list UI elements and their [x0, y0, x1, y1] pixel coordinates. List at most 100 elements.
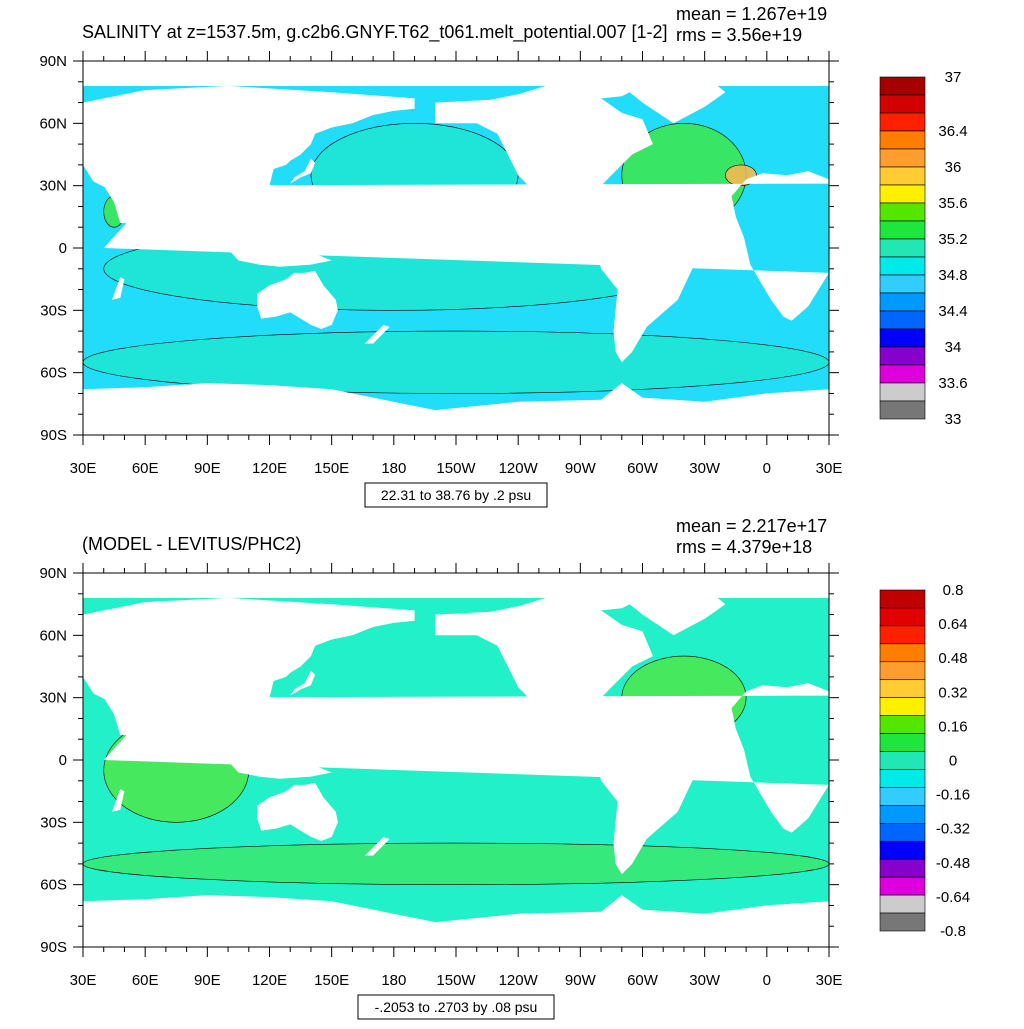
colorbar-label: -0.64	[936, 889, 970, 906]
colorbar-box	[879, 787, 926, 806]
colorbar-box	[879, 130, 926, 150]
land-greenland	[621, 587, 726, 636]
colorbar-label: -0.32	[936, 821, 970, 838]
x-tick-label: 180	[381, 972, 406, 989]
x-tick-label: 150W	[436, 972, 476, 989]
y-tick-label: 30S	[40, 302, 67, 319]
y-tick-label: 60S	[40, 877, 67, 894]
colorbar-label: 37	[945, 69, 962, 86]
colorbar-box	[879, 840, 926, 860]
colorbar-box	[879, 202, 926, 222]
land-new-zealand	[364, 324, 390, 344]
colorbar-box	[879, 76, 926, 96]
land-antarctica	[83, 383, 829, 435]
colorbar-label: -0.48	[936, 855, 970, 872]
land-eurasia	[83, 85, 415, 244]
x-tick-label: 30E	[70, 460, 97, 477]
y-tick-label: 90S	[40, 939, 67, 956]
colorbar-label: 36.4	[938, 123, 967, 140]
colorbar-box	[879, 400, 926, 420]
colorbar-box	[879, 876, 926, 896]
x-tick-label: 60W	[627, 972, 659, 989]
colorbar-box	[879, 733, 926, 752]
y-tick-label: 30N	[39, 690, 67, 707]
colorbar-box	[879, 643, 926, 663]
salinity-panel: SALINITY at z=1537.5m, g.c2b6.GNYF.T62_t…	[0, 0, 1024, 512]
colorbar-label: -0.16	[936, 787, 970, 804]
colorbar-box	[879, 625, 926, 645]
land-americas	[435, 98, 695, 363]
y-tick-label: 90N	[39, 53, 67, 70]
colorbar-label: 35.6	[938, 195, 967, 212]
colorbar-label: 33	[945, 411, 962, 428]
y-tick-label: 90N	[39, 565, 67, 582]
colorbar-label: 0	[949, 753, 957, 770]
colorbar-box	[879, 310, 926, 330]
y-tick-label: 0	[59, 240, 67, 257]
colorbar-box	[879, 805, 926, 824]
y-tick-label: 60S	[40, 365, 67, 382]
chart-title: (MODEL - LEVITUS/PHC2)	[82, 534, 301, 554]
x-tick-label: 180	[381, 460, 406, 477]
mean-label: mean = 2.217e+17	[676, 516, 827, 536]
colorbar-label: 33.6	[938, 375, 967, 392]
colorbar-box	[879, 823, 926, 842]
colorbar-box	[879, 912, 926, 932]
land-arctic-islands	[476, 77, 643, 103]
land-americas	[435, 610, 695, 875]
x-tick-label: 60E	[132, 972, 159, 989]
x-tick-label: 0	[763, 460, 771, 477]
x-tick-label: 150E	[314, 972, 349, 989]
colorbar-box	[879, 697, 926, 716]
x-tick-label: 90W	[565, 972, 597, 989]
colorbar-label: 0.64	[938, 616, 967, 633]
colorbar-label: -0.8	[940, 923, 966, 940]
chart-title: SALINITY at z=1537.5m, g.c2b6.GNYF.T62_t…	[82, 22, 668, 43]
colorbar-box	[879, 607, 926, 627]
land-indonesia	[217, 747, 332, 779]
x-tick-label: 30W	[689, 972, 721, 989]
colorbar-box	[879, 184, 926, 204]
range-label: 22.31 to 38.76 by .2 psu	[381, 487, 531, 503]
land-antarctica	[83, 895, 829, 947]
colorbar-box	[879, 661, 926, 681]
y-tick-label: 0	[59, 752, 67, 769]
chart-svg-1: SALINITY at z=1537.5m, g.c2b6.GNYF.T62_t…	[39, 4, 968, 508]
colorbar-box	[879, 751, 926, 770]
x-tick-label: 90E	[194, 460, 221, 477]
colorbar-label: 36	[945, 159, 962, 176]
colorbar-box	[879, 346, 926, 366]
colorbar-box	[879, 94, 926, 114]
x-tick-label: 150W	[436, 460, 476, 477]
colorbar-box	[879, 858, 926, 878]
colorbar-box	[879, 274, 926, 294]
colorbar-box	[879, 112, 926, 132]
rms-label: rms = 3.56e+19	[676, 25, 802, 45]
colorbar-box	[879, 715, 926, 734]
y-tick-label: 60N	[39, 627, 67, 644]
land-madagascar	[112, 277, 125, 300]
colorbar-box	[879, 769, 926, 788]
colorbar-box	[879, 238, 926, 258]
x-tick-label: 120W	[499, 460, 539, 477]
colorbar-box	[879, 256, 926, 276]
colorbar-label: 0.32	[938, 684, 967, 701]
x-tick-label: 120E	[252, 460, 287, 477]
x-tick-label: 30E	[70, 972, 97, 989]
y-tick-label: 30N	[39, 178, 67, 195]
land-eurasia	[83, 597, 415, 756]
colorbar-label: 34.4	[938, 303, 967, 320]
colorbar-box	[879, 679, 926, 698]
x-tick-label: 90E	[194, 972, 221, 989]
land-japan	[290, 158, 316, 184]
land-new-zealand	[364, 836, 390, 856]
x-tick-label: 0	[763, 972, 771, 989]
colorbar-label: 35.2	[938, 231, 967, 248]
rms-label: rms = 4.379e+18	[676, 537, 812, 557]
region-southern-ocean-diff	[82, 842, 830, 885]
y-tick-label: 60N	[39, 115, 67, 132]
x-tick-label: 60E	[132, 460, 159, 477]
colorbar-box	[879, 589, 926, 609]
colorbar-box	[879, 382, 926, 402]
x-tick-label: 150E	[314, 460, 349, 477]
